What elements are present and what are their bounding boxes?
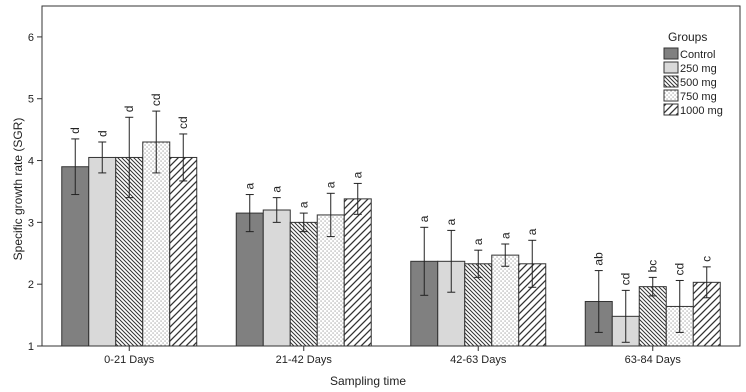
significance-letter: a [417, 215, 431, 222]
legend-label: 250 mg [680, 63, 717, 75]
significance-letter: a [243, 183, 257, 190]
significance-letter: a [525, 228, 539, 235]
y-tick-label: 1 [28, 341, 34, 353]
significance-letter: d [68, 127, 82, 134]
significance-letter: a [270, 186, 284, 193]
y-axis-label: Specific growth rate (SGR) [11, 118, 25, 261]
bar [491, 254, 520, 347]
significance-letter: d [122, 106, 136, 113]
significance-letter: cd [149, 93, 163, 106]
y-tick-label: 5 [28, 94, 34, 106]
legend-title: Groups [668, 30, 707, 44]
x-tick-label: 42-63 Days [450, 354, 507, 366]
significance-letter: c [700, 256, 714, 262]
legend-label: Control [680, 49, 715, 61]
bar [289, 221, 318, 347]
bar [235, 212, 264, 347]
significance-letter: a [297, 201, 311, 208]
x-tick-label: 63-84 Days [625, 354, 682, 366]
significance-letter: a [444, 218, 458, 225]
x-tick-label: 0-21 Days [104, 354, 155, 366]
significance-letter: cd [673, 263, 687, 276]
bar [115, 156, 144, 347]
legend-swatch [663, 61, 679, 74]
y-tick-label: 2 [28, 279, 34, 291]
x-axis-label: Sampling time [330, 374, 406, 388]
significance-letter: ab [592, 252, 606, 266]
legend-label: 750 mg [680, 91, 717, 103]
bar [61, 166, 90, 347]
bar [343, 198, 372, 347]
significance-letter: cd [176, 116, 190, 129]
significance-letter: a [351, 171, 365, 178]
bar [88, 156, 117, 347]
x-tick-label: 21-42 Days [276, 354, 333, 366]
legend-swatch [663, 75, 679, 88]
legend: Groups Control 250 mg 500 mg 750 mg 1000 mg [663, 30, 723, 117]
significance-letter: a [471, 238, 485, 245]
legend-label: 1000 mg [680, 105, 723, 117]
legend-swatch [663, 89, 679, 102]
legend-label: 500 mg [680, 77, 717, 89]
y-tick-label: 3 [28, 217, 34, 229]
bar [142, 141, 171, 347]
significance-letter: a [498, 232, 512, 239]
legend-swatch [663, 47, 679, 60]
significance-letter: bc [646, 260, 660, 273]
plot-frame [41, 5, 741, 347]
y-tick-label: 4 [28, 156, 34, 168]
legend-swatch [663, 103, 679, 116]
y-tick-label: 6 [28, 32, 34, 44]
significance-letter: cd [619, 273, 633, 286]
significance-letter: d [95, 130, 109, 137]
bar [262, 209, 291, 347]
bar [169, 156, 198, 347]
significance-letter: a [324, 181, 338, 188]
